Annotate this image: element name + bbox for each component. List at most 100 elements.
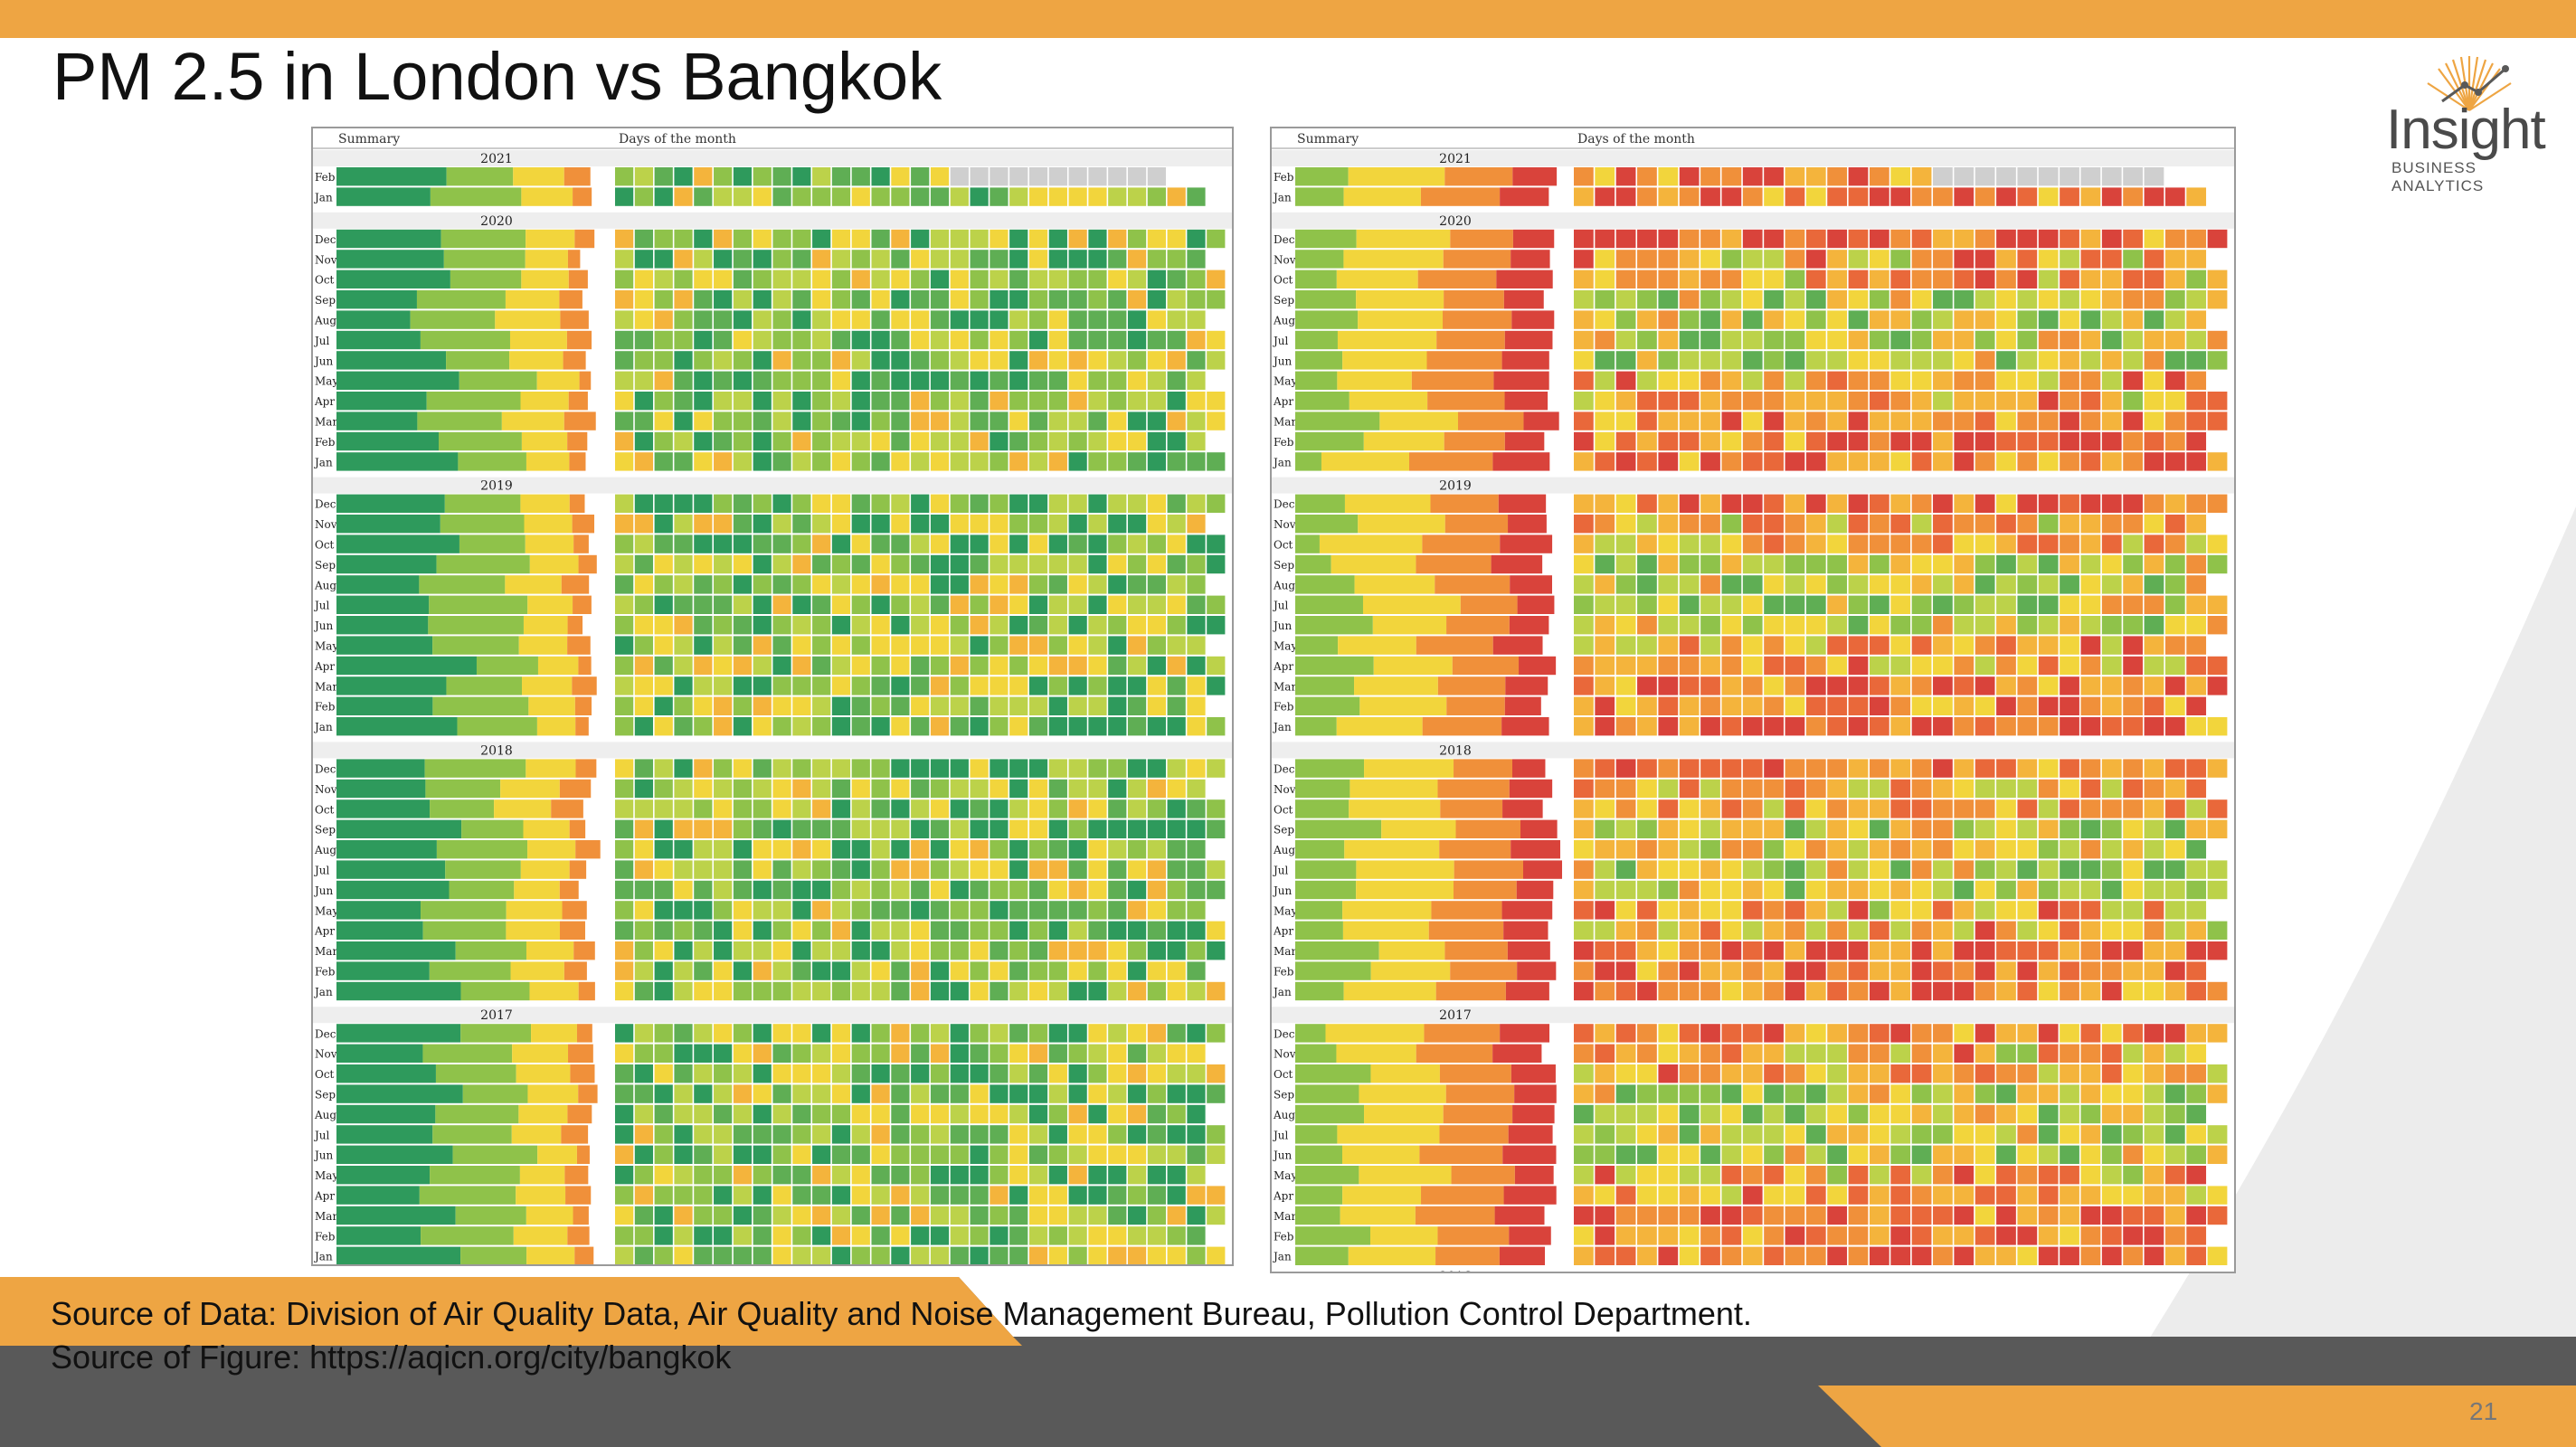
day-cell <box>871 676 890 695</box>
day-cell <box>1954 941 1975 960</box>
day-cell <box>851 961 870 980</box>
day-cell <box>1869 759 1889 778</box>
day-cell <box>1890 290 1911 309</box>
day-cell <box>1658 1024 1679 1043</box>
day-cell <box>1679 1246 1700 1265</box>
summary-segment <box>421 901 507 920</box>
day-cell <box>2164 1166 2185 1185</box>
day-cell <box>772 656 791 676</box>
day-cell <box>2017 696 2038 715</box>
day-cell <box>615 1044 634 1063</box>
day-cell <box>733 1145 753 1164</box>
day-cell <box>753 819 772 838</box>
day-cell <box>1048 616 1067 635</box>
day-cell <box>2101 392 2122 411</box>
day-cell <box>930 310 950 329</box>
day-cell <box>1679 941 1700 960</box>
day-cell <box>1785 799 1805 818</box>
summary-segment <box>336 616 429 635</box>
day-cell <box>1147 310 1166 329</box>
day-cell <box>970 676 989 695</box>
day-cell <box>1911 392 1932 411</box>
day-cell <box>2060 330 2079 350</box>
day-cell <box>1068 840 1087 859</box>
day-cell <box>772 452 791 471</box>
day-cell <box>694 636 713 655</box>
day-cell <box>911 1226 930 1245</box>
summary-segment <box>1511 840 1561 859</box>
month-label: Jan <box>313 1251 333 1263</box>
day-cell <box>1207 696 1226 715</box>
day-cell <box>891 676 910 695</box>
day-cell <box>1700 1024 1720 1043</box>
day-cell <box>1127 779 1147 799</box>
day-cell <box>950 961 969 980</box>
day-cell <box>1954 187 1975 206</box>
day-cell <box>1187 250 1206 269</box>
summary-segment <box>1439 1125 1509 1144</box>
day-cell <box>871 290 890 309</box>
day-cell <box>1595 330 1615 350</box>
day-cell <box>2038 351 2059 370</box>
day-cell <box>930 880 950 900</box>
day-cell <box>1088 270 1107 288</box>
day-cell <box>871 595 890 614</box>
day-cell <box>1785 1206 1805 1225</box>
day-cell <box>831 1206 851 1225</box>
day-cell <box>891 1044 910 1063</box>
day-cell <box>891 656 910 676</box>
month-label: Nov <box>315 783 337 796</box>
day-cell <box>1147 981 1166 1001</box>
day-cell <box>1721 229 1742 249</box>
day-cell <box>1615 880 1636 900</box>
summary-segment <box>419 575 506 594</box>
day-cell <box>1637 819 1657 838</box>
day-cell <box>1764 1024 1784 1043</box>
day-cell <box>1848 696 1869 715</box>
day-cell <box>615 351 634 370</box>
day-cell <box>1954 840 1975 859</box>
day-cell <box>733 187 753 206</box>
day-cell <box>792 1125 811 1144</box>
days-header: Days of the month <box>619 132 736 147</box>
day-cell <box>1187 494 1206 513</box>
day-cell <box>2080 229 2101 249</box>
day-cell <box>1147 1084 1166 1103</box>
day-cell <box>1637 840 1657 859</box>
day-cell <box>1147 676 1166 695</box>
day-cell <box>1805 1024 1826 1043</box>
day-cell <box>753 351 772 370</box>
day-cell <box>1785 167 1805 186</box>
day-cell <box>1147 1145 1166 1164</box>
day-cell <box>891 270 910 288</box>
day-cell <box>1721 351 1742 370</box>
day-cell <box>792 921 811 940</box>
day-cell <box>2060 901 2079 920</box>
day-cell <box>1615 941 1636 960</box>
day-cell <box>1127 636 1147 655</box>
day-cell <box>1595 371 1615 390</box>
day-cell <box>1167 799 1186 818</box>
day-cell <box>2123 1226 2143 1245</box>
day-cell <box>753 1084 772 1103</box>
day-cell <box>1785 1145 1805 1164</box>
day-cell <box>1933 941 1953 960</box>
day-cell <box>812 1044 831 1063</box>
day-cell <box>1167 636 1186 655</box>
day-cell <box>1911 270 1932 288</box>
day-cell <box>733 717 753 736</box>
day-cell <box>1890 880 1911 900</box>
day-cell <box>1048 515 1067 534</box>
day-cell <box>2060 636 2079 655</box>
day-cell <box>1975 860 1995 879</box>
day-cell <box>1658 371 1679 390</box>
summary-segment <box>432 636 519 655</box>
day-cell <box>1679 1024 1700 1043</box>
day-cell <box>733 1186 753 1205</box>
day-cell <box>871 941 890 960</box>
day-cell <box>733 494 753 513</box>
day-cell <box>1996 330 2016 350</box>
day-cell <box>1108 494 1127 513</box>
day-cell <box>2101 595 2122 614</box>
day-cell <box>2017 270 2038 288</box>
